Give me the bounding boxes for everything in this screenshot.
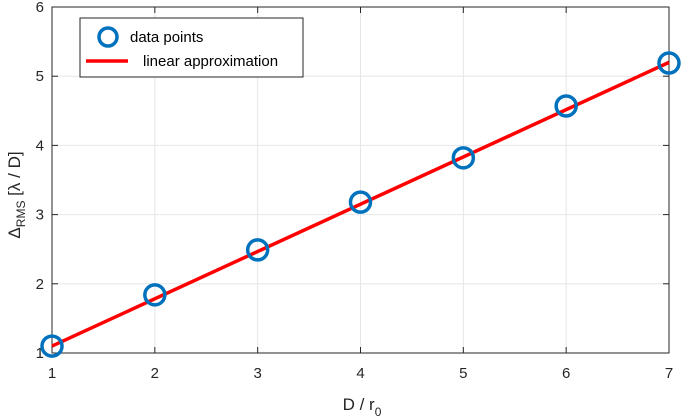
legend-marker-data-points [97, 26, 119, 48]
y-tick-label: 2 [36, 276, 44, 293]
data-point [554, 94, 578, 118]
x-tick-label: 5 [459, 365, 467, 382]
linear-approximation-line [51, 60, 670, 348]
data-point [348, 190, 373, 214]
ticks: 1 2 3 4 5 6 7 1 2 3 4 5 6 [36, 0, 674, 382]
y-tick-label: 6 [36, 0, 44, 16]
x-tick-label: 3 [253, 365, 261, 382]
x-tick-label: 4 [356, 365, 364, 382]
legend-label-linear-approximation: linear approximation [143, 53, 278, 70]
data-point [143, 283, 167, 307]
data-point [40, 334, 64, 358]
x-tick-label: 2 [151, 365, 159, 382]
data-point [245, 238, 270, 262]
x-tick-label: 1 [48, 365, 56, 382]
data-point [657, 51, 681, 75]
x-axis-title: D / r0 [343, 395, 382, 419]
x-tick-label: 6 [562, 365, 570, 382]
series-layer [40, 51, 681, 358]
data-point [451, 146, 476, 170]
legend-box [79, 17, 304, 78]
y-tick-label: 5 [36, 68, 44, 85]
y-axis-title: ΔRMS [λ / D] [5, 151, 28, 238]
y-tick-label: 4 [36, 137, 44, 154]
legend: data points linear approximation [79, 17, 304, 78]
y-tick-label: 3 [36, 207, 44, 224]
y-tick-label: 1 [36, 345, 44, 362]
legend-label-data-points: data points [130, 29, 203, 46]
x-tick-label: 7 [665, 365, 673, 382]
